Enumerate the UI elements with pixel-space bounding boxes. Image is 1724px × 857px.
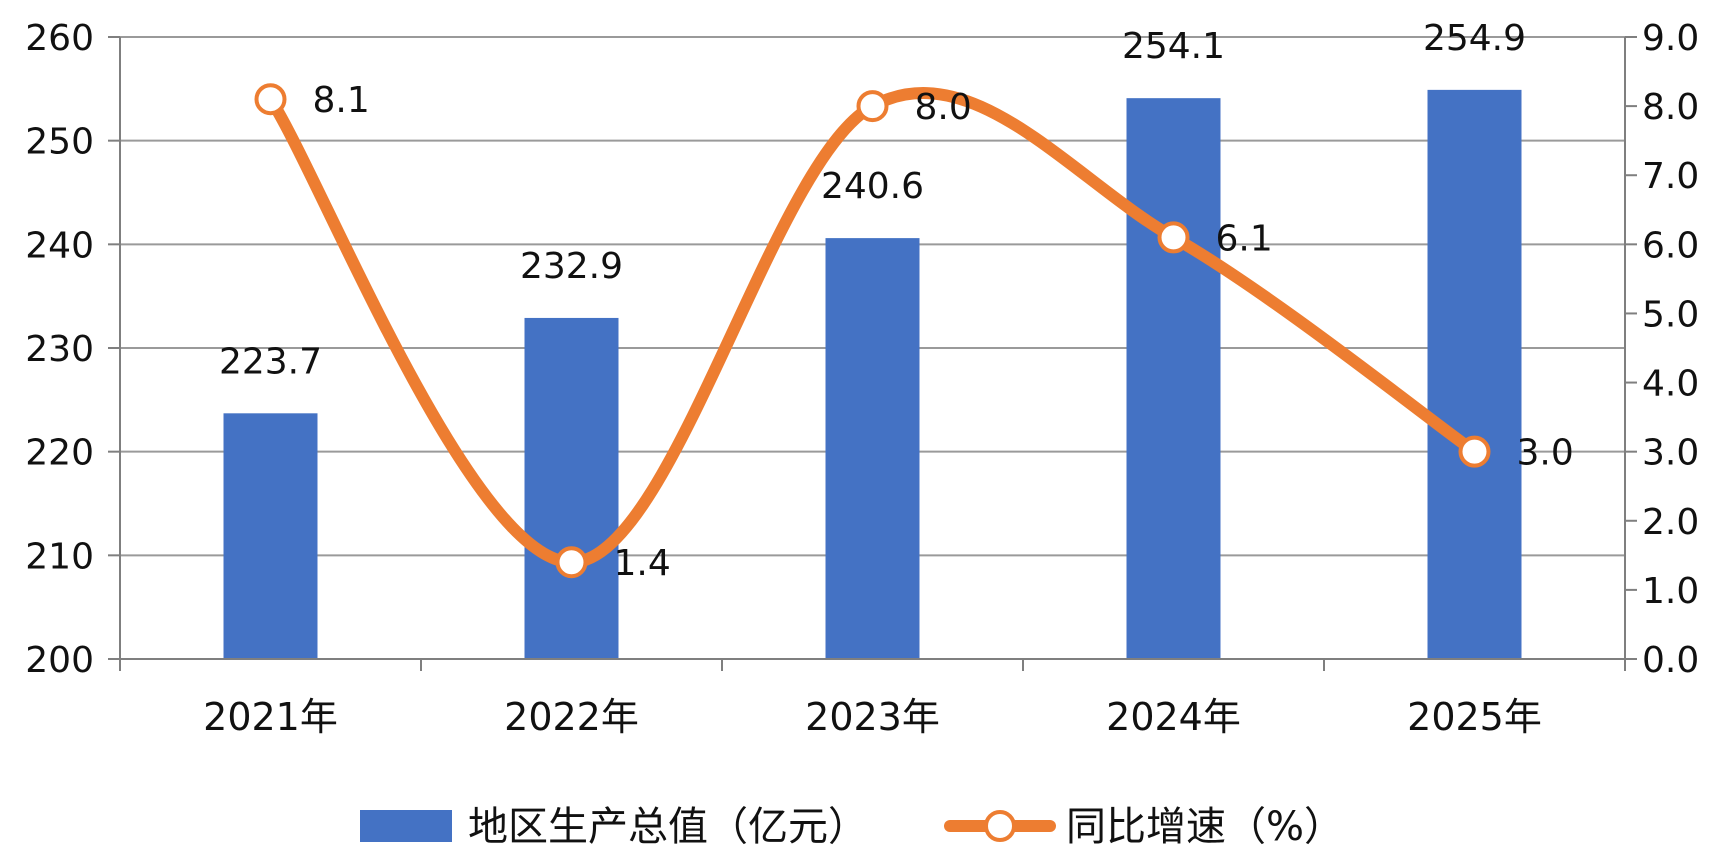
bar-value-label-2: 240.6 (821, 166, 924, 207)
bar-series (223, 89, 1522, 660)
bar-2 (825, 238, 920, 659)
line-point-2 (856, 90, 889, 123)
right-tick-label-0: 0.0 (1642, 640, 1699, 681)
bar-1 (524, 317, 619, 659)
bar-value-label-4: 254.9 (1423, 18, 1526, 59)
right-tick-label-5: 5.0 (1642, 294, 1699, 335)
x-tick-label-2: 2023年 (805, 695, 940, 739)
x-tick-label-0: 2021年 (203, 695, 338, 739)
left-tick-label-5: 250 (25, 122, 94, 163)
legend-swatch-marker (984, 810, 1016, 842)
left-tick-label-2: 220 (25, 433, 94, 474)
line-value-label-1: 1.4 (614, 543, 671, 584)
right-tick-label-2: 2.0 (1642, 502, 1699, 543)
bar-value-label-1: 232.9 (520, 246, 623, 287)
line-value-label-3: 6.1 (1216, 218, 1273, 259)
legend-swatch-bar (360, 810, 452, 842)
line-value-label-2: 8.0 (915, 87, 972, 128)
right-tick-label-9: 9.0 (1642, 18, 1699, 59)
line-point-4 (1458, 435, 1491, 468)
right-tick-label-8: 8.0 (1642, 87, 1699, 128)
line-value-label-0: 8.1 (313, 80, 370, 121)
bar-3 (1126, 98, 1221, 659)
legend-label-line: 同比增速（%） (1066, 804, 1344, 850)
bar-0 (223, 413, 318, 659)
x-tick-label-1: 2022年 (504, 695, 639, 739)
left-tick-label-6: 260 (25, 18, 94, 59)
right-tick-label-7: 7.0 (1642, 156, 1699, 197)
line-point-1 (555, 546, 588, 579)
right-tick-label-6: 6.0 (1642, 225, 1699, 266)
line-point-0 (254, 83, 287, 116)
bar-4 (1427, 89, 1522, 660)
legend-label-bar: 地区生产总值（亿元） (468, 804, 868, 850)
growth-line (264, 87, 1481, 569)
left-tick-label-3: 230 (25, 329, 94, 370)
bar-value-label-3: 254.1 (1122, 26, 1225, 67)
legend: 地区生产总值（亿元） 同比增速（%） (360, 804, 1344, 850)
right-tick-label-4: 4.0 (1642, 364, 1699, 405)
line-series (254, 83, 1491, 579)
right-tick-label-3: 3.0 (1642, 433, 1699, 474)
left-tick-label-0: 200 (25, 640, 94, 681)
x-tick-label-4: 2025年 (1407, 695, 1542, 739)
right-tick-label-1: 1.0 (1642, 571, 1699, 612)
left-tick-label-1: 210 (25, 536, 94, 577)
x-tick-label-3: 2024年 (1106, 695, 1241, 739)
left-tick-label-4: 240 (25, 225, 94, 266)
bar-value-label-0: 223.7 (219, 341, 322, 382)
data-labels: 223.7 232.9 240.6 254.1 254.9 8.1 1.4 8.0 6.1 3.0 (219, 18, 1574, 584)
line-value-label-4: 3.0 (1517, 433, 1574, 474)
axes: 200 210 220 230 240 250 260 0.0 1.0 2.0 3.0 4.0 5.0 6… (25, 18, 1699, 739)
line-point-3 (1157, 221, 1190, 254)
